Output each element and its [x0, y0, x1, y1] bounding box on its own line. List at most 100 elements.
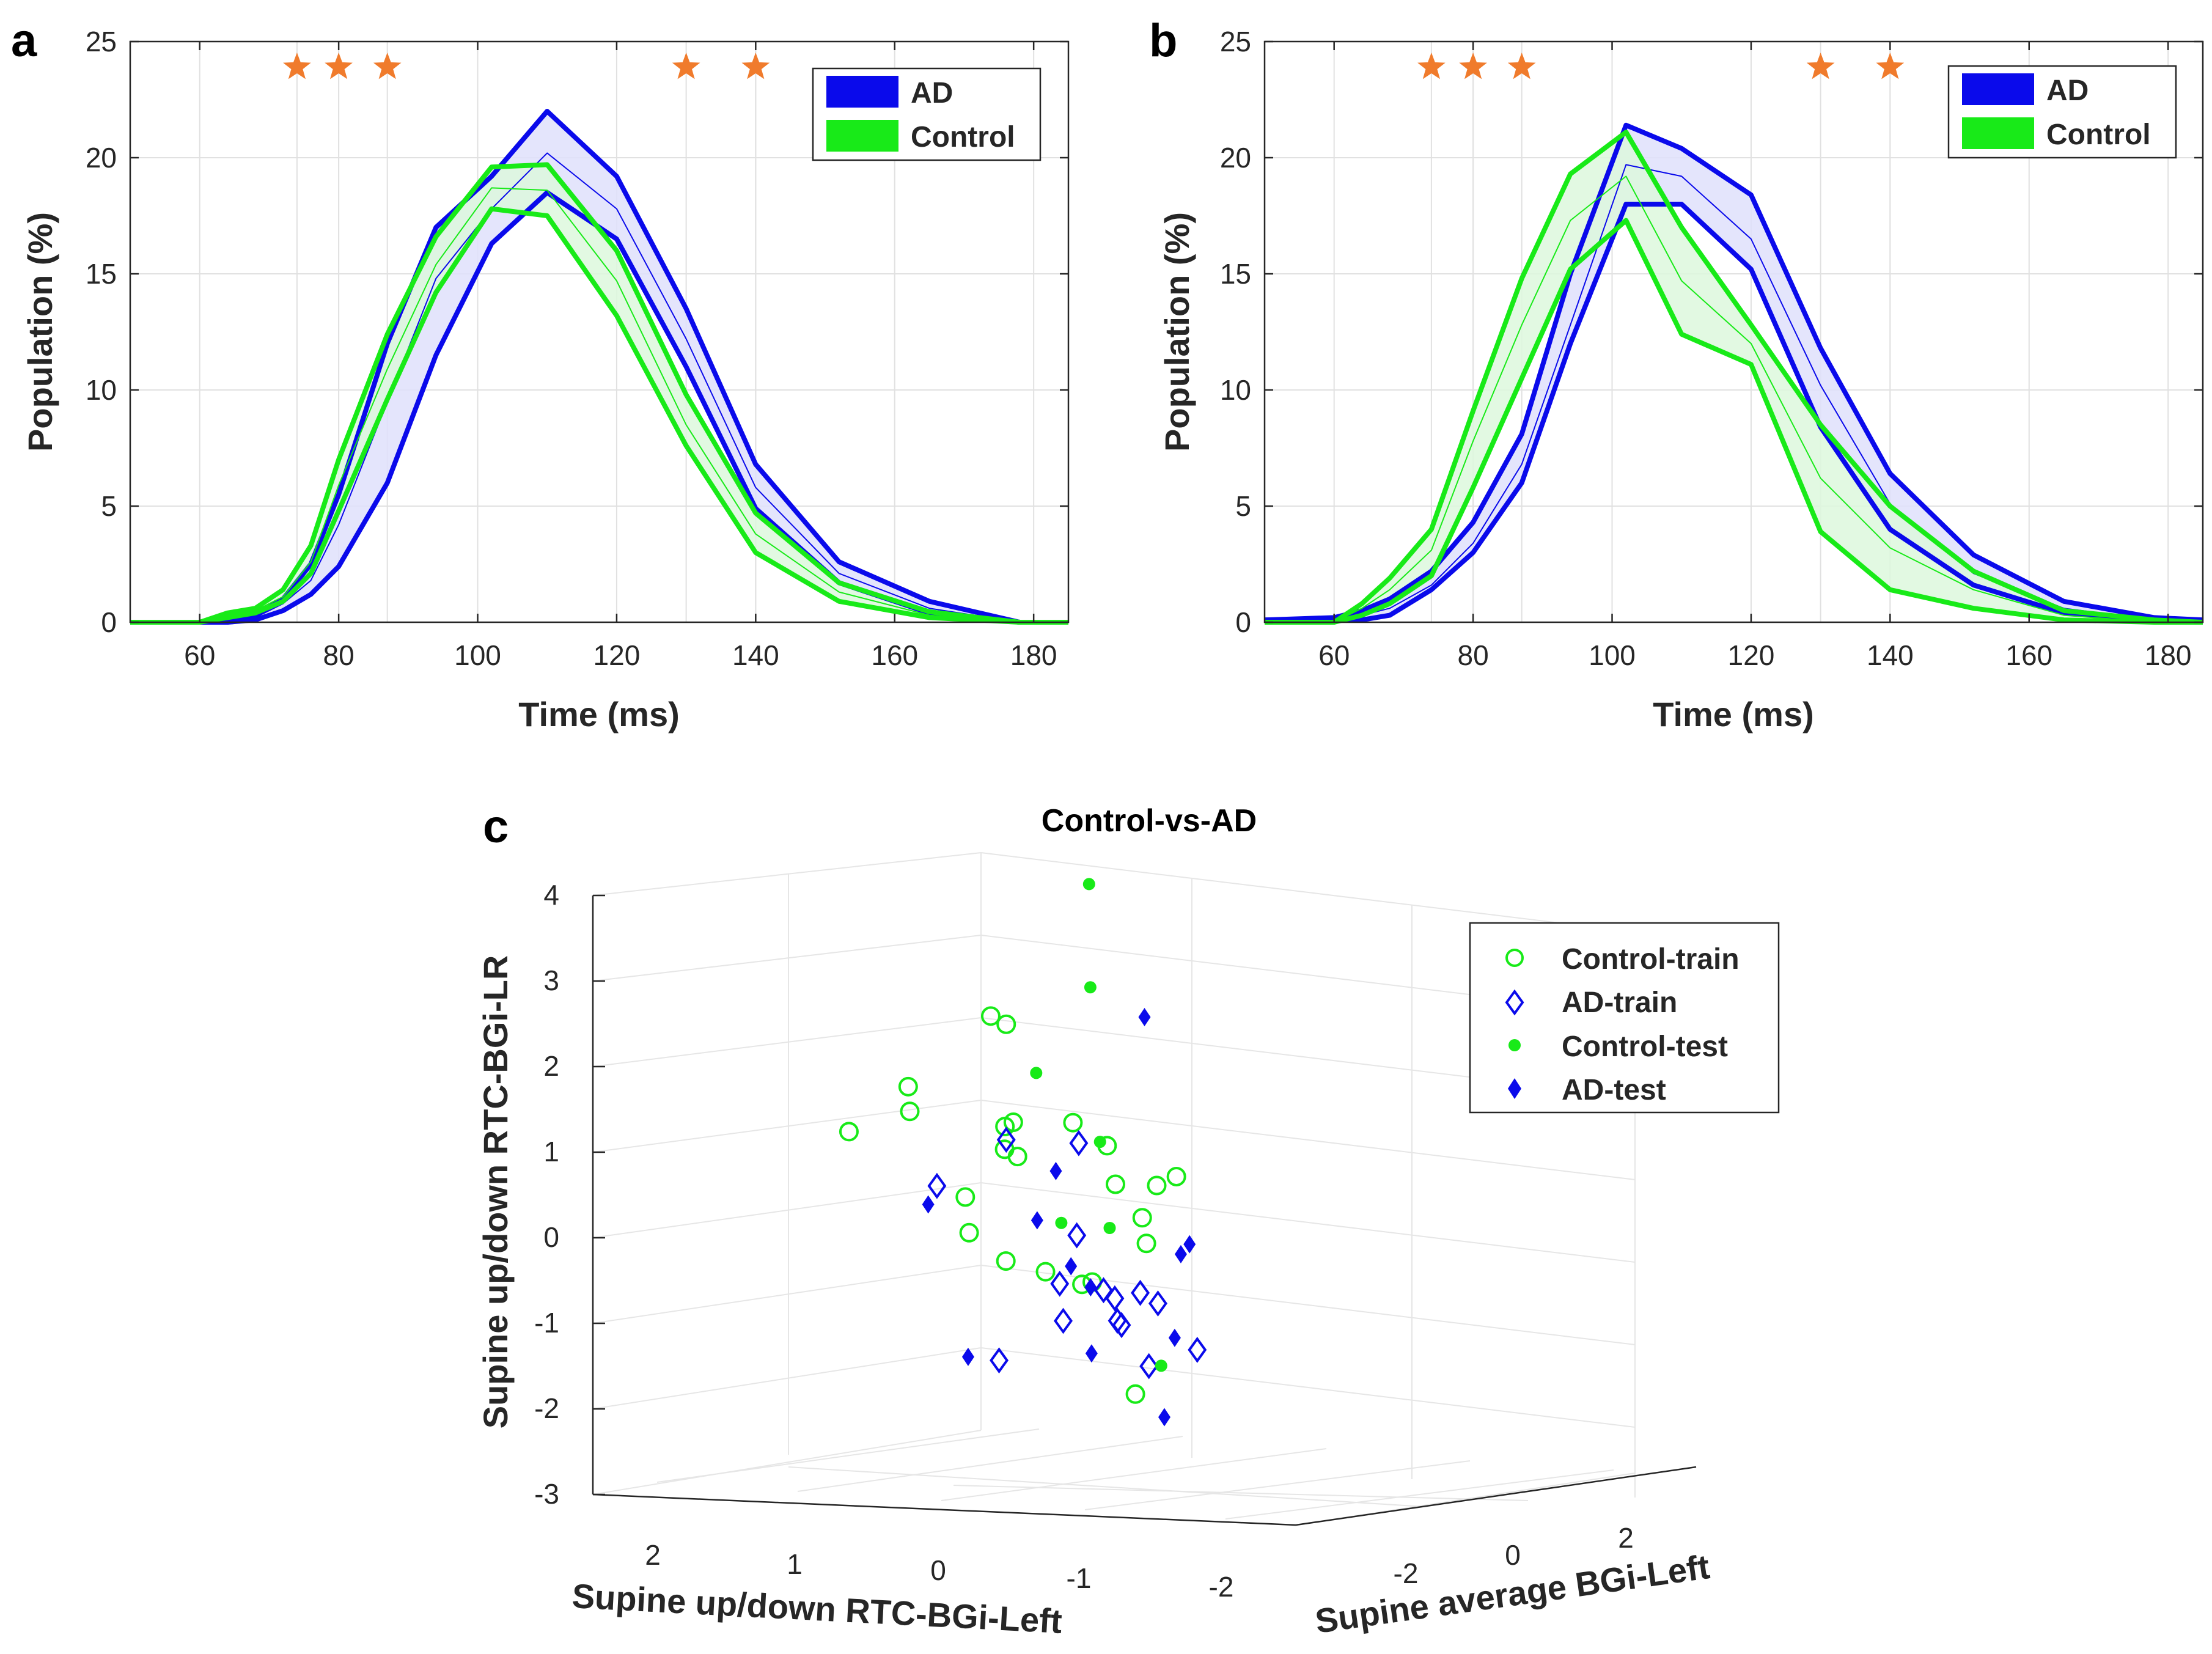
significance-star	[1507, 53, 1536, 79]
point-control-test	[1084, 981, 1097, 994]
x-tick-label: 140	[732, 639, 779, 671]
point-control-test	[1082, 878, 1095, 891]
point-ad-train	[990, 1347, 1009, 1374]
x-tick-label: 120	[593, 639, 641, 671]
legend-marker-ad-train	[1505, 989, 1524, 1016]
point-ad-test	[1031, 1211, 1043, 1230]
panel-b-lines	[1264, 122, 2203, 625]
point-control-test	[1155, 1359, 1167, 1372]
significance-star	[1417, 53, 1446, 79]
significance-star	[1806, 53, 1835, 79]
band-ad	[1265, 125, 2203, 620]
point-ad-test	[1049, 1161, 1062, 1180]
panel-a-bands	[130, 111, 1068, 622]
line-control-lower	[130, 206, 1068, 625]
significance-star	[741, 53, 770, 79]
point-control-train	[996, 1251, 1016, 1271]
band-ad	[130, 111, 1068, 622]
point-control-train	[839, 1122, 859, 1142]
panel-b-bands	[1265, 125, 2203, 622]
point-ad-train	[1105, 1285, 1125, 1312]
legend-marker-control-test	[1508, 1039, 1521, 1051]
point-control-test	[1093, 1136, 1106, 1149]
point-control-train	[980, 1006, 1001, 1026]
y-tick-label: -2	[1394, 1557, 1419, 1589]
panel-letter-b: b	[1149, 15, 1177, 67]
legend-marker-ad-test	[1508, 1078, 1521, 1099]
significance-star	[373, 53, 402, 79]
significance-star	[325, 53, 353, 79]
line-ad-mean	[130, 152, 1068, 623]
panel-a-legend: AD Control	[812, 67, 1042, 161]
panel-c-title: Control-vs-AD	[1042, 803, 1257, 839]
legend-swatch-ad	[826, 76, 898, 108]
y-tick-label: 2	[1618, 1522, 1634, 1554]
x-tick-label: 0	[930, 1554, 946, 1586]
panel-a-axes-box	[129, 40, 1070, 623]
x-tick-label: 2	[645, 1539, 661, 1571]
point-control-train	[1125, 1384, 1145, 1404]
x-tick-label: 160	[2005, 639, 2052, 671]
x-tick-label: -1	[1067, 1562, 1092, 1594]
legend-swatch-control	[826, 120, 898, 152]
y-tick-label: 25	[1220, 26, 1251, 57]
point-control-train	[1035, 1262, 1056, 1282]
panel-c-y-ticks: -2 0 2	[1394, 1522, 1634, 1589]
point-ad-train	[1112, 1312, 1131, 1339]
point-ad-test	[1084, 1278, 1097, 1297]
z-tick-label: 3	[543, 965, 559, 996]
y-tick-label: 25	[86, 26, 117, 57]
legend-label-ad: AD	[2046, 75, 2089, 107]
point-control-train	[1147, 1175, 1167, 1196]
legend-marker-control-train	[1505, 949, 1524, 967]
x-tick-label: 120	[1728, 639, 1775, 671]
x-tick-label: 60	[184, 639, 215, 671]
panel-b-significance-stars	[1417, 53, 1905, 79]
point-ad-test	[922, 1195, 935, 1214]
point-ad-test	[1168, 1328, 1181, 1347]
significance-star	[1459, 53, 1487, 79]
point-control-train	[955, 1187, 976, 1207]
z-tick-label: -1	[534, 1307, 559, 1339]
point-control-train	[1136, 1233, 1156, 1254]
line-control-upper	[1265, 130, 2203, 625]
point-control-test	[1103, 1222, 1116, 1234]
panel-letter-a: a	[11, 15, 37, 67]
panel-c-z-axis-label: Supine up/down RTC-BGi-LR	[476, 955, 515, 1429]
y-tick-label: 0	[1235, 606, 1251, 638]
line-control-upper	[130, 162, 1068, 625]
panel-b-axes-box	[1263, 40, 2204, 623]
panel-b-ticks: 60 80 100 120 140 160 180 0 5 10 15 20 25	[1220, 26, 2203, 671]
significance-star	[672, 53, 700, 79]
point-ad-test	[1065, 1257, 1078, 1276]
legend-label-ad-train: AD-train	[1562, 987, 1677, 1019]
legend-label-control: Control	[911, 121, 1015, 153]
x-tick-label: 100	[454, 639, 501, 671]
point-ad-test	[961, 1347, 974, 1366]
point-control-train	[1106, 1174, 1125, 1194]
point-ad-train	[1067, 1222, 1087, 1249]
point-control-train	[1166, 1166, 1186, 1186]
panel-b-x-axis-label: Time (ms)	[1653, 695, 1813, 733]
point-ad-train	[1139, 1353, 1159, 1380]
point-control-test	[1030, 1067, 1043, 1079]
line-control-lower	[1265, 218, 2203, 625]
point-ad-test	[1085, 1344, 1098, 1363]
x-tick-label: 160	[871, 639, 918, 671]
line-ad-upper	[1264, 122, 2203, 623]
point-ad-train	[1093, 1277, 1113, 1304]
legend-label-ad-test: AD-test	[1562, 1074, 1666, 1106]
point-control-train	[900, 1101, 920, 1122]
point-control-train	[1063, 1112, 1083, 1133]
point-ad-train	[1131, 1279, 1150, 1306]
panel-letter-c: c	[483, 801, 509, 853]
legend-swatch-control	[1962, 117, 2034, 149]
point-control-train	[1007, 1147, 1027, 1167]
panel-a: a 60 80 100 120 140 160 180 0 5 10 15 20 25 Time (ms…	[11, 15, 1070, 733]
legend-label-ad: AD	[911, 77, 953, 109]
panel-c-z-ticks: 4 3 2 1 0 -1 -2 -3	[534, 879, 559, 1510]
x-tick-label: 180	[2145, 639, 2192, 671]
panel-b-y-axis-label: Population (%)	[1158, 212, 1196, 452]
x-tick-label: 80	[1458, 639, 1489, 671]
